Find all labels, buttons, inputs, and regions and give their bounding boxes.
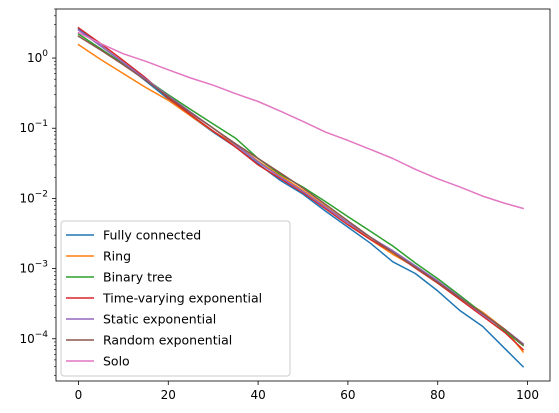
legend: Fully connected Ring Binary tree Time-varyi… (60, 220, 291, 377)
x-tick-label: 40 (250, 388, 265, 402)
y-tick-exponent: −1 (35, 119, 48, 129)
y-tick-base: 10 (19, 191, 34, 205)
series-line-6 (77, 31, 525, 210)
y-tick-label: 10−4 (19, 330, 48, 346)
legend-label: Binary tree (103, 270, 173, 285)
legend-box (60, 220, 291, 377)
x-tick-label: 80 (430, 388, 445, 402)
y-tick-base: 10 (27, 51, 42, 65)
legend-label: Solo (103, 354, 130, 369)
y-tick-exponent: −3 (35, 260, 48, 270)
x-tick-label: 0 (75, 388, 83, 402)
y-tick-label: 100 (27, 49, 48, 65)
x-tick-label: 20 (161, 388, 176, 402)
y-tick-label: 10−3 (19, 260, 48, 276)
legend-label: Ring (103, 249, 131, 264)
legend-label: Random exponential (103, 333, 232, 348)
plot-series (77, 26, 525, 368)
x-tick-label: 60 (340, 388, 355, 402)
series-line-5 (77, 35, 525, 346)
legend-label: Fully connected (103, 228, 201, 243)
y-tick-base: 10 (19, 121, 34, 135)
legend-label: Time-varying exponential (102, 291, 262, 306)
series-line-4 (77, 29, 525, 345)
y-tick-label: 10−2 (19, 189, 48, 205)
legend-label: Static exponential (103, 312, 216, 327)
series-line-0 (77, 27, 525, 368)
x-tick-label: 100 (516, 388, 539, 402)
plot-area-frame (55, 8, 551, 382)
y-tick-exponent: 0 (42, 49, 48, 59)
y-tick-exponent: −4 (35, 330, 49, 340)
y-tick-base: 10 (19, 262, 34, 276)
y-tick-exponent: −2 (35, 189, 48, 199)
y-tick-base: 10 (19, 332, 34, 346)
y-tick-label: 10−1 (19, 119, 48, 135)
